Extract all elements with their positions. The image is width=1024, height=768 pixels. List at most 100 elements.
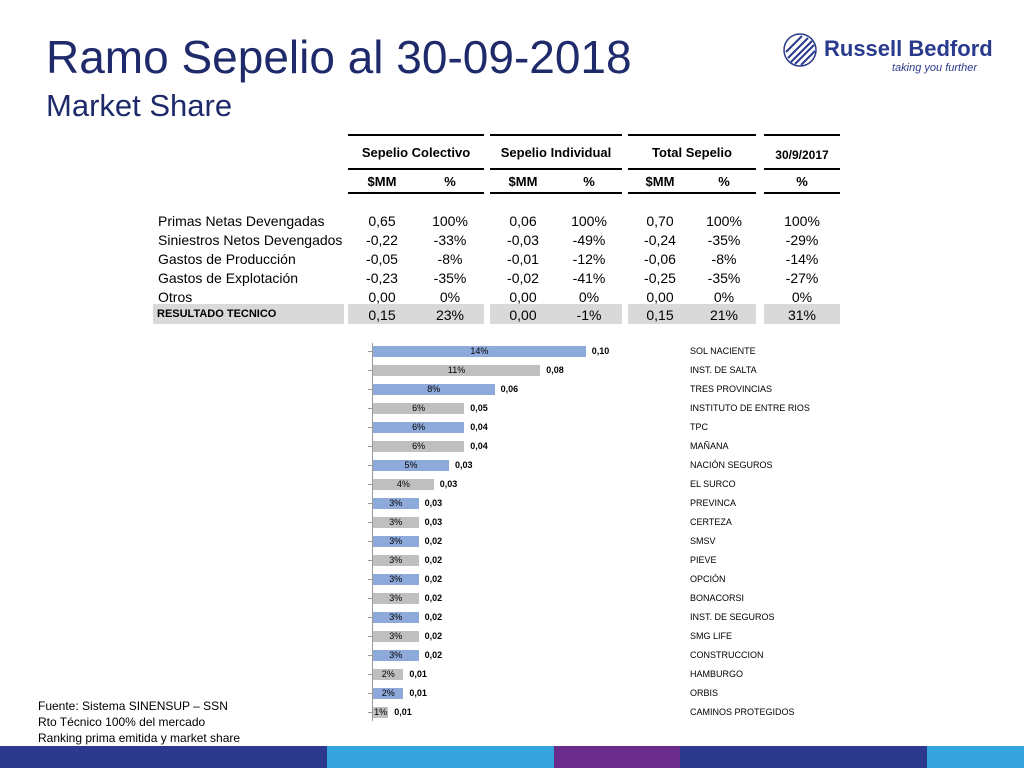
footer-segment <box>554 746 680 768</box>
table-cell: 0% <box>713 289 735 305</box>
chart-tick <box>368 712 373 713</box>
chart-tick <box>368 389 373 390</box>
table-cell: 0,00 <box>646 289 674 305</box>
header-rule <box>628 168 756 170</box>
result-row-bg <box>490 304 622 324</box>
result-cell: 31% <box>787 307 817 323</box>
table-cell: -35% <box>707 232 741 248</box>
table-cell: -29% <box>785 232 819 248</box>
bar-category-label: INST. DE SALTA <box>690 365 757 375</box>
chart-axis <box>372 343 373 721</box>
bar-category-label: SMG LIFE <box>690 631 733 641</box>
bar-category-label: OPCIÓN <box>690 574 726 584</box>
source-line: Ranking prima emitida y market share <box>38 731 241 745</box>
bar-category-label: MAÑANA <box>690 441 729 451</box>
logo-name: Russell Bedford <box>824 36 993 61</box>
bar-value-label: 0,02 <box>424 650 443 660</box>
table-cell: -0,06 <box>644 251 676 267</box>
group-header: Total Sepelio <box>652 145 732 160</box>
chart-bar <box>373 593 419 604</box>
result-cell: 0,15 <box>368 307 396 323</box>
sub-header: $MM <box>508 174 538 189</box>
bar-value-label: 0,01 <box>394 707 412 717</box>
bar-share-label: 14% <box>470 346 489 356</box>
source-line: Rto Técnico 100% del mercado <box>38 715 206 729</box>
source-note: Fuente: Sistema SINENSUP – SSN Rto Técni… <box>38 698 240 746</box>
bar-value-label: 0,04 <box>470 422 488 432</box>
header-rule <box>490 134 622 136</box>
bar-category-label: INSTITUTO DE ENTRE RIOS <box>690 403 810 413</box>
result-cell: 23% <box>435 307 465 323</box>
chart-tick <box>368 693 373 694</box>
bar-share-label: 3% <box>389 498 403 508</box>
chart-bar <box>373 384 495 395</box>
table-cell: -35% <box>433 270 467 286</box>
table-cell: -12% <box>572 251 606 267</box>
result-row-bg <box>764 304 840 324</box>
chart-tick <box>368 446 373 447</box>
table-cell: 100% <box>571 213 607 229</box>
bar-category-label: TPC <box>690 422 708 432</box>
bar-share-label: 4% <box>396 479 410 489</box>
page-title: Ramo Sepelio al 30-09-2018 <box>46 31 632 83</box>
bar-share-label: 3% <box>389 517 403 527</box>
bar-category-label: SMSV <box>690 536 716 546</box>
table-cell: -8% <box>437 251 463 267</box>
table-cell: 100% <box>706 213 742 229</box>
chart-bar <box>373 422 465 433</box>
group-header: Sepelio Individual <box>500 145 612 160</box>
result-cell: 21% <box>709 307 739 323</box>
chart-tick <box>368 579 373 580</box>
chart-bar <box>373 346 586 357</box>
bar-share-label: 6% <box>412 422 426 432</box>
bar-category-label: CAMINOS PROTEGIDOS <box>690 707 795 717</box>
result-row-label: RESULTADO TECNICO <box>157 308 277 320</box>
table-cell: 0% <box>791 289 813 305</box>
bar-share-label: 3% <box>389 631 403 641</box>
table-cell: -49% <box>572 232 606 248</box>
table-cell: -35% <box>707 270 741 286</box>
table-cell: 0,00 <box>509 289 537 305</box>
chart-bar <box>373 441 465 452</box>
bar-category-label: PIEVE <box>690 555 717 565</box>
bar-share-label: 5% <box>404 460 418 470</box>
bar-share-label: 3% <box>389 612 403 622</box>
bar-value-label: 0,01 <box>409 688 427 698</box>
group-header: Sepelio Colectivo <box>361 145 471 160</box>
bar-share-label: 3% <box>389 536 403 546</box>
sub-header: % <box>444 174 456 189</box>
chart-bar <box>373 517 419 528</box>
bar-share-label: 1% <box>374 707 388 717</box>
bar-category-label: CERTEZA <box>690 517 732 527</box>
chart-tick <box>368 427 373 428</box>
header-rule <box>348 168 484 170</box>
header-rule <box>628 134 756 136</box>
bar-value-label: 0,02 <box>424 555 443 565</box>
bar-value-label: 0,08 <box>546 365 564 375</box>
header-rule <box>348 134 484 136</box>
result-row-bg <box>628 304 756 324</box>
chart-bar <box>373 536 419 547</box>
chart-bar <box>373 498 419 509</box>
chart-tick <box>368 655 373 656</box>
sub-header: $MM <box>367 174 397 189</box>
bar-category-label: BONACORSI <box>690 593 745 603</box>
table-cell: -33% <box>433 232 467 248</box>
chart-tick <box>368 560 373 561</box>
bar-category-label: INST. DE SEGUROS <box>690 612 775 622</box>
group-header: 30/9/2017 <box>775 148 829 162</box>
chart-bar <box>373 688 404 699</box>
logo-tagline: taking you further <box>892 62 977 74</box>
row-label: Otros <box>158 289 193 305</box>
header-rule <box>764 168 840 170</box>
chart-bar <box>373 479 434 490</box>
chart-tick <box>368 370 373 371</box>
sub-header: % <box>718 174 730 189</box>
bar-share-label: 3% <box>389 555 403 565</box>
chart-tick <box>368 636 373 637</box>
bar-category-label: ORBIS <box>690 688 719 698</box>
footer-segment <box>0 746 327 768</box>
chart-tick <box>368 351 373 352</box>
table-cell: 0% <box>439 289 461 305</box>
chart-bar <box>373 460 449 471</box>
